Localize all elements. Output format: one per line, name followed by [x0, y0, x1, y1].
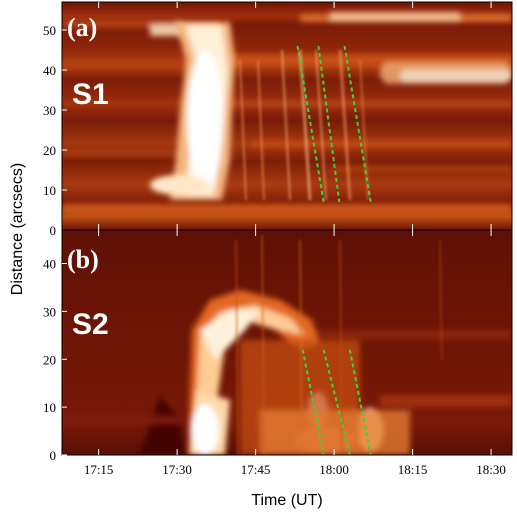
x-axis-title: Time (UT) — [251, 492, 322, 509]
y-tick-label: 30 — [43, 103, 56, 118]
panel-a-tag: (a) — [67, 13, 97, 42]
y-tick-label: 20 — [43, 352, 56, 367]
x-tick-label: 17:45 — [241, 462, 271, 477]
panel-a-slit-label: S1 — [72, 78, 109, 111]
y-tick-label: 10 — [43, 400, 56, 415]
panel-a: (a) S1 0 10 20 30 40 50 — [43, 1, 513, 238]
propagation-track-line — [348, 349, 372, 455]
propagation-track-line — [301, 349, 325, 455]
y-tick-label: 40 — [43, 63, 56, 78]
y-tick-label: 20 — [43, 143, 56, 158]
panel-b-slit-label: S2 — [72, 308, 109, 341]
panel-a-y-ticks: 0 10 20 30 40 50 — [43, 23, 67, 238]
y-tick-label: 0 — [50, 223, 57, 238]
propagation-track-line — [343, 45, 372, 203]
y-tick-label: 0 — [50, 448, 57, 463]
propagation-track-line — [296, 45, 325, 203]
panel-b-tag: (b) — [67, 245, 99, 274]
x-axis-ticks: 17:15 17:30 17:45 18:00 18:15 18:30 — [84, 2, 506, 477]
y-tick-label: 10 — [43, 183, 56, 198]
y-axis-title: Distance (arcsecs) — [9, 163, 26, 295]
propagation-track-line — [317, 45, 341, 203]
panel-b: (b) S2 0 10 20 30 40 — [43, 229, 513, 463]
y-tick-label: 50 — [43, 23, 56, 38]
panel-a-tracks — [296, 45, 372, 203]
y-tick-label: 30 — [43, 304, 56, 319]
panel-a-image — [62, 2, 512, 230]
panel-b-y-ticks: 0 10 20 30 40 — [43, 257, 67, 463]
panel-b-image — [62, 230, 512, 455]
y-tick-label: 40 — [43, 257, 56, 272]
x-tick-label: 18:15 — [398, 462, 428, 477]
x-tick-label: 18:00 — [319, 462, 349, 477]
x-tick-label: 17:30 — [162, 462, 192, 477]
x-tick-label: 18:30 — [476, 462, 506, 477]
x-tick-label: 17:15 — [84, 462, 114, 477]
panel-b-tracks — [301, 349, 372, 455]
